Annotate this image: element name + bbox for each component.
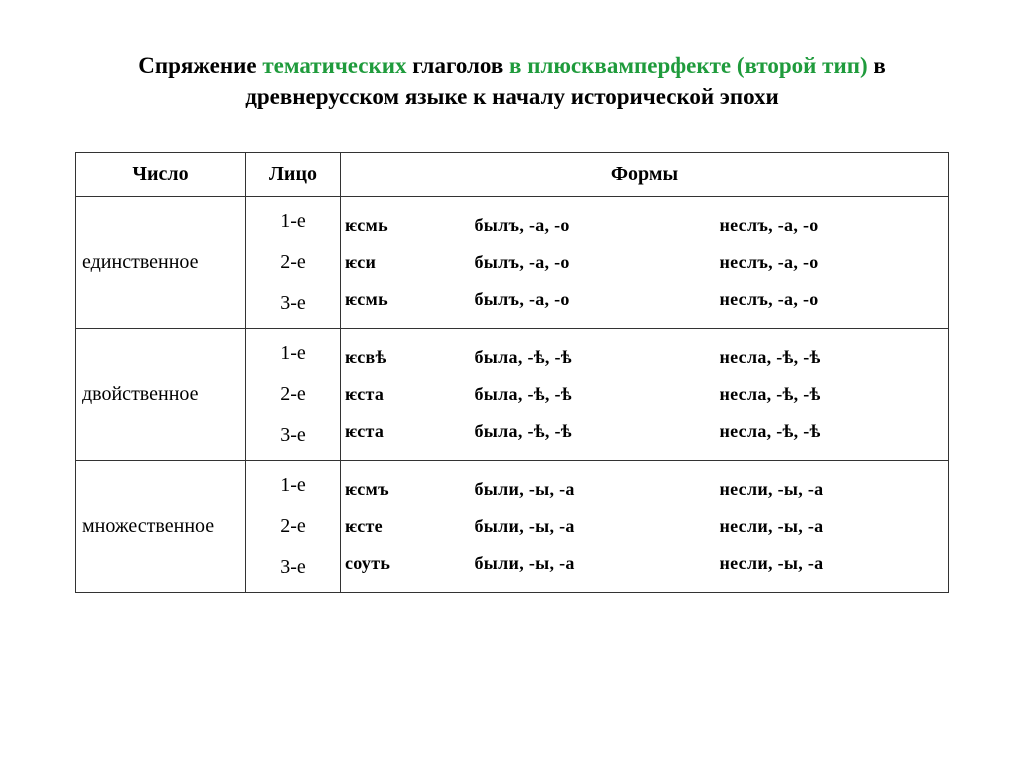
number-cell: единственное: [76, 197, 246, 329]
nesl-cell: несла, -ѣ, -ѣнесла, -ѣ, -ѣнесла, -ѣ, -ѣ: [716, 329, 949, 461]
nesl-cell: неслъ, -а, -онеслъ, -а, -онеслъ, -а, -о: [716, 197, 949, 329]
number-cell: множественное: [76, 461, 246, 593]
col-number: Число: [76, 153, 246, 197]
nesl-cell: несли, -ы, -анесли, -ы, -анесли, -ы, -а: [716, 461, 949, 593]
aux-cell: ѥсвѣѥстаѥста: [341, 329, 471, 461]
aux-cell: ѥсмьѥсиѥсмь: [341, 197, 471, 329]
title-part-4: в плюсквамперфекте (второй тип): [509, 53, 868, 78]
byl-cell: былъ, -а, -обылъ, -а, -обылъ, -а, -о: [471, 197, 716, 329]
title-part-1: Спряжение: [138, 53, 262, 78]
conjugation-table: Число Лицо Формы единственное1-е2-е3-еѥс…: [75, 152, 949, 593]
col-forms: Формы: [341, 153, 949, 197]
byl-cell: были, -ы, -абыли, -ы, -абыли, -ы, -а: [471, 461, 716, 593]
table-row: двойственное1-е2-е3-еѥсвѣѥстаѥстабыла, -…: [76, 329, 949, 461]
person-cell: 1-е2-е3-е: [246, 329, 341, 461]
byl-cell: была, -ѣ, -ѣбыла, -ѣ, -ѣбыла, -ѣ, -ѣ: [471, 329, 716, 461]
title-part-3: глаголов: [412, 53, 509, 78]
table-header-row: Число Лицо Формы: [76, 153, 949, 197]
slide-title: Спряжение тематических глаголов в плюскв…: [75, 50, 949, 112]
table-row: множественное1-е2-е3-еѥсмъѥстесоутьбыли,…: [76, 461, 949, 593]
person-cell: 1-е2-е3-е: [246, 461, 341, 593]
number-cell: двойственное: [76, 329, 246, 461]
table-row: единственное1-е2-е3-еѥсмьѥсиѥсмьбылъ, -а…: [76, 197, 949, 329]
col-person: Лицо: [246, 153, 341, 197]
aux-cell: ѥсмъѥстесоуть: [341, 461, 471, 593]
title-part-2: тематических: [262, 53, 412, 78]
person-cell: 1-е2-е3-е: [246, 197, 341, 329]
